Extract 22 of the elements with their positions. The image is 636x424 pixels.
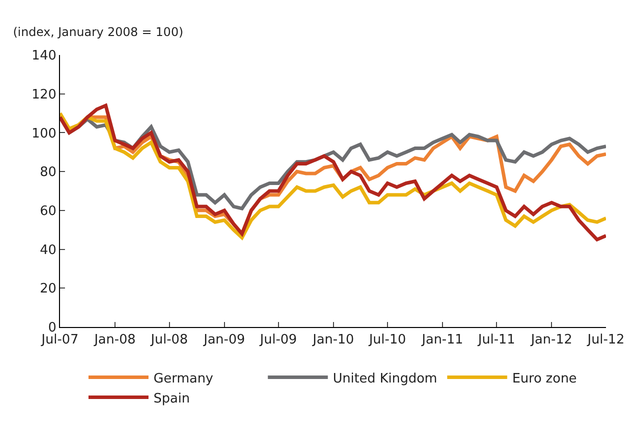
y-tick-label: 40 [40,242,56,258]
legend-label: Germany [154,371,214,386]
x-tick-label: Jul-12 [586,332,624,348]
legend-label: Euro zone [512,371,577,386]
x-tick-label: Jan-08 [93,332,136,348]
x-tick-label: Jul-10 [368,332,406,348]
x-tick-label: Jan-11 [420,332,464,348]
x-tick-label: Jul-08 [150,332,188,348]
x-tick-label: Jan-10 [312,332,354,348]
x-tick-label: Jan-12 [530,332,572,348]
y-tick-label: 140 [32,48,56,64]
y-axis-title: (index, January 2008 = 100) [13,25,184,39]
x-tick-label: Jul-11 [477,332,516,348]
y-tick-label: 100 [32,126,56,142]
legend-label: Spain [154,391,190,406]
x-tick-label: Jan-09 [202,332,246,348]
y-tick-label: 20 [40,282,56,297]
x-tick-label: Jul-09 [259,332,297,348]
y-tick-label: 120 [32,87,56,102]
y-tick-label: 60 [40,204,56,219]
legend-label: United Kingdom [332,371,438,386]
y-tick-label: 80 [40,165,56,180]
